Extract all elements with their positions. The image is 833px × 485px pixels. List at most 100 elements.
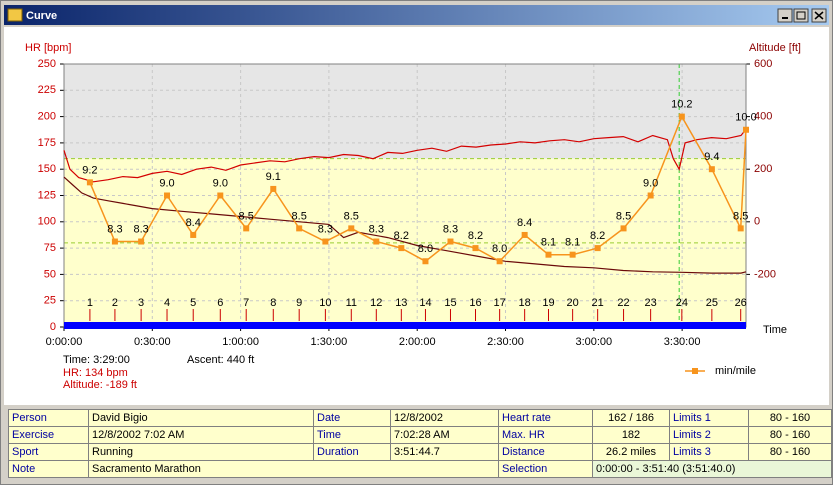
cell: 7:02:28 AM (390, 426, 499, 444)
minimize-button[interactable] (777, 8, 793, 23)
mile-label: 23 (645, 297, 657, 309)
series-point (447, 238, 454, 245)
mile-label: 18 (519, 297, 531, 309)
data-label: 9.1 (266, 171, 281, 183)
series-point (422, 258, 429, 265)
mile-label: 26 (735, 297, 747, 309)
cell: Note (8, 460, 89, 478)
series-point (521, 231, 528, 238)
y2-axis-label: Altitude [ft] (749, 42, 801, 54)
mile-label: 10 (319, 297, 331, 309)
series-point (620, 225, 627, 232)
data-label: 8.5 (733, 210, 748, 222)
mile-label: 6 (217, 297, 223, 309)
data-label: 9.0 (159, 177, 174, 189)
y-tick-label: 225 (38, 84, 56, 96)
data-label: 8.2 (468, 230, 483, 242)
y2-tick-label: 400 (754, 111, 772, 123)
series-point (678, 113, 685, 120)
mile-label: 16 (469, 297, 481, 309)
series-point (569, 251, 576, 258)
mile-label: 12 (370, 297, 382, 309)
mile-label: 17 (494, 297, 506, 309)
data-label: 8.0 (492, 243, 507, 255)
data-label: 8.3 (369, 223, 384, 235)
data-label: 8.5 (616, 210, 631, 222)
series-point (496, 258, 503, 265)
window-title: Curve (26, 10, 57, 22)
series-point (647, 192, 654, 199)
mile-label: 9 (296, 297, 302, 309)
cell: 26.2 miles (592, 443, 670, 461)
data-label: 8.1 (565, 237, 580, 249)
mile-label: 13 (395, 297, 407, 309)
cell: Limits 2 (669, 426, 749, 444)
cell: Limits 1 (669, 409, 749, 427)
series-point (708, 166, 715, 173)
cell: 0:00:00 - 3:51:40 (3:51:40.0) (592, 460, 832, 478)
mile-label: 20 (567, 297, 579, 309)
y2-tick-label: 200 (754, 163, 772, 175)
mile-label: 11 (346, 297, 357, 309)
x-tick-label: 1:00:00 (222, 336, 259, 348)
data-label: 8.3 (107, 223, 122, 235)
series-point (594, 245, 601, 252)
series-point (398, 245, 405, 252)
series-point (322, 238, 329, 245)
series-point (243, 225, 250, 232)
info-table: Person David Bigio Date 12/8/2002 Heart rate… (8, 409, 832, 478)
y-tick-label: 150 (38, 163, 56, 175)
y-tick-label: 125 (38, 189, 56, 201)
y-tick-label: 25 (44, 295, 56, 307)
mile-label: 1 (87, 297, 93, 309)
data-label: 9.2 (82, 164, 97, 176)
cell: Person (8, 409, 89, 427)
close-glyph (814, 11, 824, 20)
series-line (63, 128, 747, 183)
data-label: 9.0 (643, 177, 658, 189)
x-tick-label: 3:30:00 (664, 336, 701, 348)
cell: Sacramento Marathon (88, 460, 499, 478)
series-point (545, 251, 552, 258)
maximize-glyph (796, 11, 806, 20)
x-tick-label: 2:30:00 (487, 336, 524, 348)
y2-tick-label: 0 (754, 216, 760, 228)
legend-swatch (692, 368, 698, 374)
legend-label: min/mile (715, 365, 756, 377)
y-tick-label: 100 (38, 216, 56, 228)
cell: Exercise (8, 426, 89, 444)
data-label: 9.4 (704, 151, 719, 163)
mile-label: 8 (270, 297, 276, 309)
data-label: 8.4 (517, 217, 532, 229)
maximize-button[interactable] (793, 8, 809, 23)
y-tick-label: 50 (44, 268, 56, 280)
data-label: 10.2 (671, 99, 692, 111)
series-line (63, 176, 747, 274)
mile-label: 19 (542, 297, 554, 309)
series-point (86, 179, 93, 186)
cell: 80 - 160 (748, 443, 832, 461)
mile-label: 25 (706, 297, 718, 309)
mile-label: 7 (243, 297, 249, 309)
series-point (270, 185, 277, 192)
y-tick-label: 250 (38, 58, 56, 70)
data-label: 8.5 (292, 210, 307, 222)
mile-label: 21 (592, 297, 604, 309)
mile-label: 5 (190, 297, 196, 309)
series-point (296, 225, 303, 232)
mile-label: 15 (444, 297, 456, 309)
window-buttons[interactable] (777, 8, 827, 23)
title-bar (4, 5, 829, 25)
series-point (190, 231, 197, 238)
mile-label: 4 (164, 297, 170, 309)
series-point (217, 192, 224, 199)
chart: Curve HR [bpm] Altitude [ft] Time Time: … (4, 5, 829, 405)
mile-label: 14 (419, 297, 431, 309)
y-tick-label: 200 (38, 111, 56, 123)
series-point (138, 238, 145, 245)
series-point (737, 225, 744, 232)
info-hr: HR: 134 bpm (63, 367, 128, 379)
data-label: 8.3 (443, 223, 458, 235)
series-point (111, 238, 118, 245)
x-tick-label: 1:30:00 (311, 336, 348, 348)
